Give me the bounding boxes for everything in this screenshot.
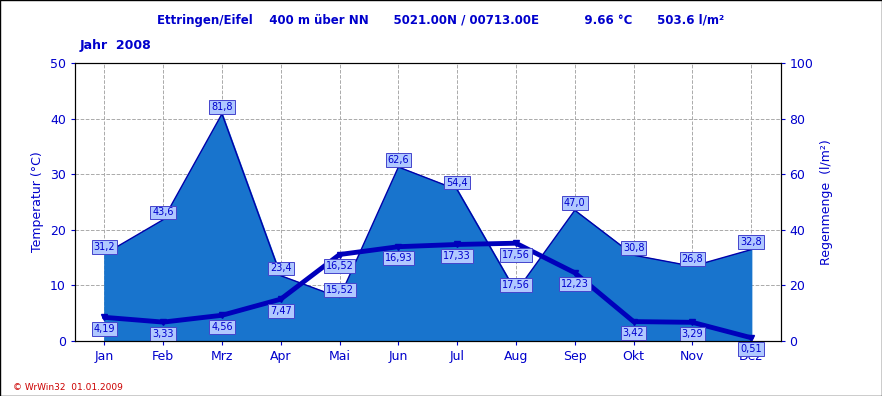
Text: 54,4: 54,4 <box>446 177 468 188</box>
Text: 4,19: 4,19 <box>93 324 116 334</box>
Text: 17,56: 17,56 <box>502 250 530 260</box>
Text: 31,2: 31,2 <box>93 242 116 252</box>
Text: 30,8: 30,8 <box>623 243 645 253</box>
Text: 43,6: 43,6 <box>153 208 174 217</box>
Text: 0,51: 0,51 <box>740 345 762 354</box>
Text: 23,4: 23,4 <box>270 263 292 274</box>
Text: 12,23: 12,23 <box>561 280 588 289</box>
Text: 47,0: 47,0 <box>564 198 586 208</box>
Text: 16,52: 16,52 <box>325 261 354 271</box>
Text: 16,93: 16,93 <box>385 253 412 263</box>
Text: 32,8: 32,8 <box>740 238 762 248</box>
Text: © WrWin32  01.01.2009: © WrWin32 01.01.2009 <box>13 383 123 392</box>
Text: 4,56: 4,56 <box>211 322 233 332</box>
Text: 3,29: 3,29 <box>682 329 703 339</box>
Y-axis label: Regenmenge  (l/m²): Regenmenge (l/m²) <box>820 139 833 265</box>
Text: 62,6: 62,6 <box>387 155 409 165</box>
Text: 81,8: 81,8 <box>211 102 233 112</box>
Y-axis label: Temperatur (°C): Temperatur (°C) <box>32 152 44 252</box>
Text: Jahr  2008: Jahr 2008 <box>79 40 152 53</box>
Text: 15,52: 15,52 <box>325 286 354 295</box>
Text: Ettringen/Eifel    400 m über NN      5021.00N / 00713.00E           9.66 °C    : Ettringen/Eifel 400 m über NN 5021.00N /… <box>158 14 724 27</box>
Text: 17,33: 17,33 <box>444 251 471 261</box>
Text: 7,47: 7,47 <box>270 306 292 316</box>
Text: 26,8: 26,8 <box>682 254 703 264</box>
Text: 3,42: 3,42 <box>623 328 645 338</box>
Text: 17,56: 17,56 <box>502 280 530 289</box>
Text: 3,33: 3,33 <box>153 329 174 339</box>
